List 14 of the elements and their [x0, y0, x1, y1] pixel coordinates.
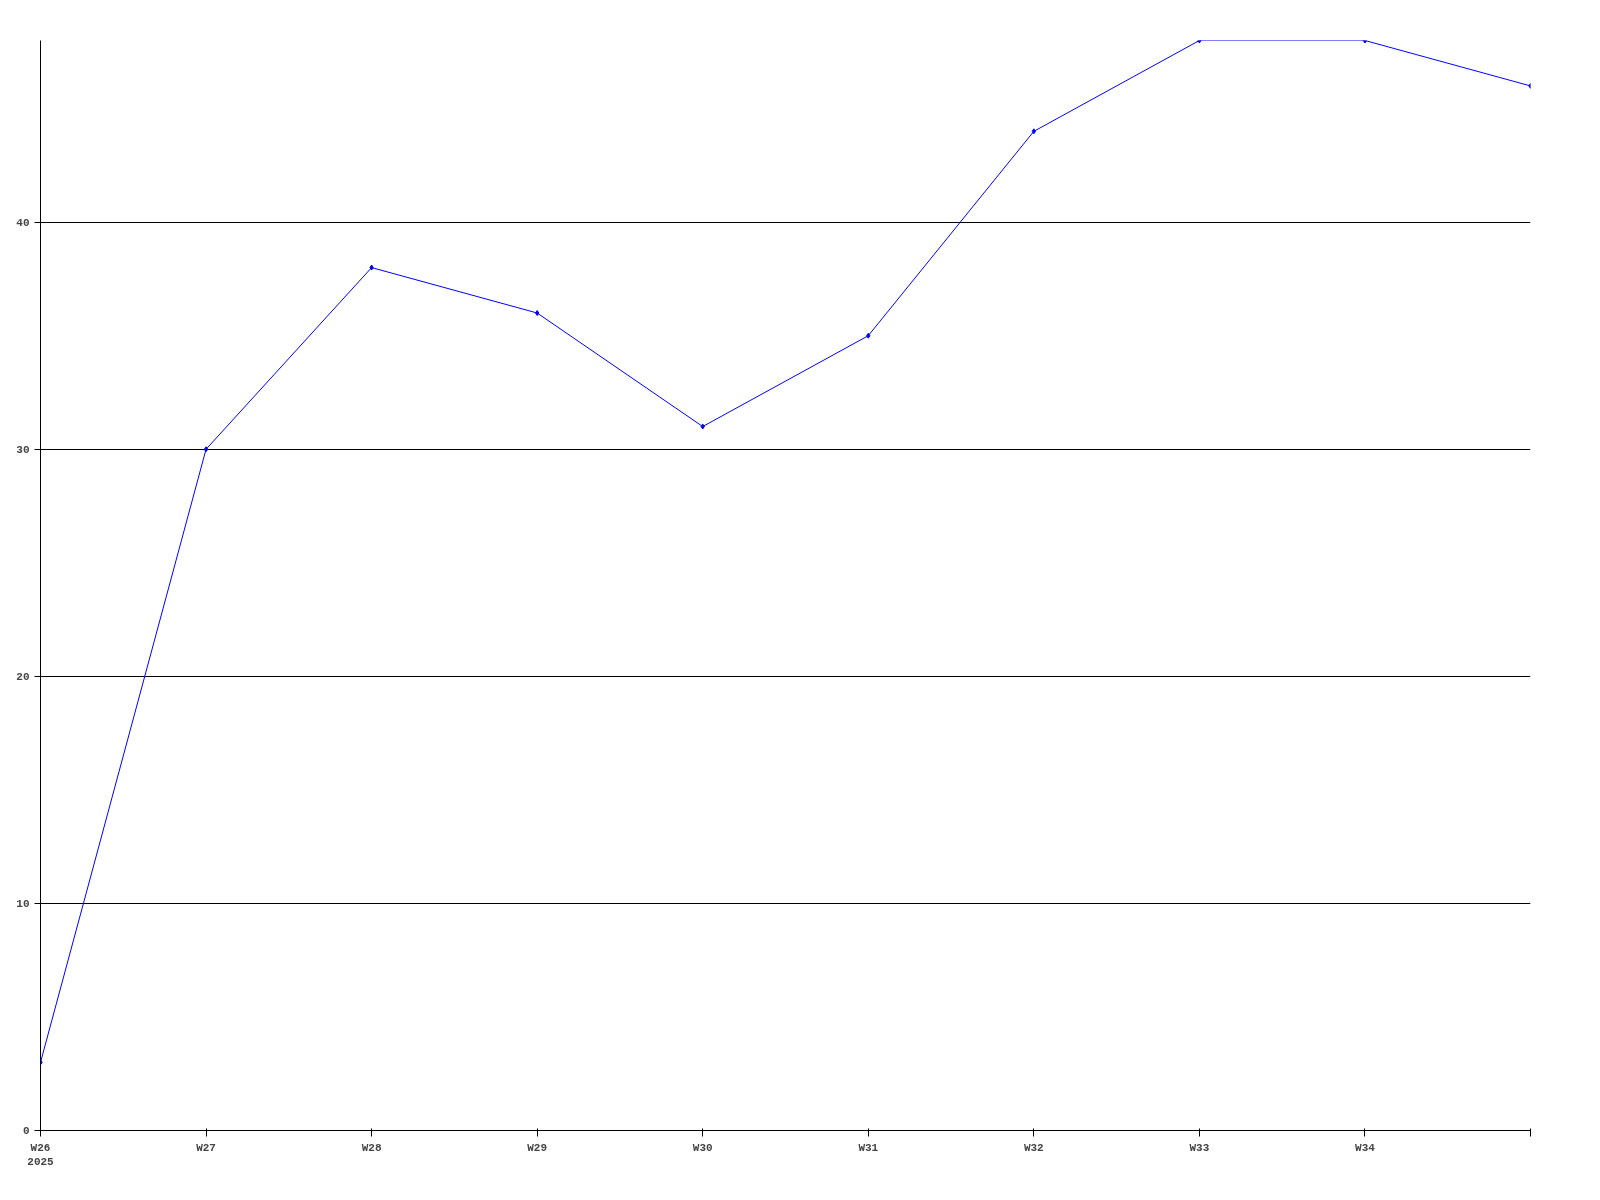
y-tick-label: 40 — [16, 216, 30, 229]
x-tick-label: W27 — [196, 1141, 216, 1154]
x-tick-label: W33 — [1189, 1141, 1210, 1154]
x-tick-label: W28 — [361, 1141, 382, 1154]
y-tick-label: 0 — [22, 1125, 30, 1137]
x-tick-label: W32 — [1023, 1141, 1044, 1154]
y-tick-label: 30 — [16, 443, 30, 456]
y-tick-label: 10 — [16, 897, 30, 910]
x-tick-label: W31 — [858, 1141, 879, 1154]
x-tick-label: W34 — [1355, 1141, 1376, 1154]
x-tick-label: W29 — [527, 1141, 548, 1154]
y-tick-label: 20 — [16, 670, 30, 683]
x-tick-label: W30 — [692, 1141, 713, 1154]
x-tick-label: W26 2025 — [27, 1141, 55, 1168]
